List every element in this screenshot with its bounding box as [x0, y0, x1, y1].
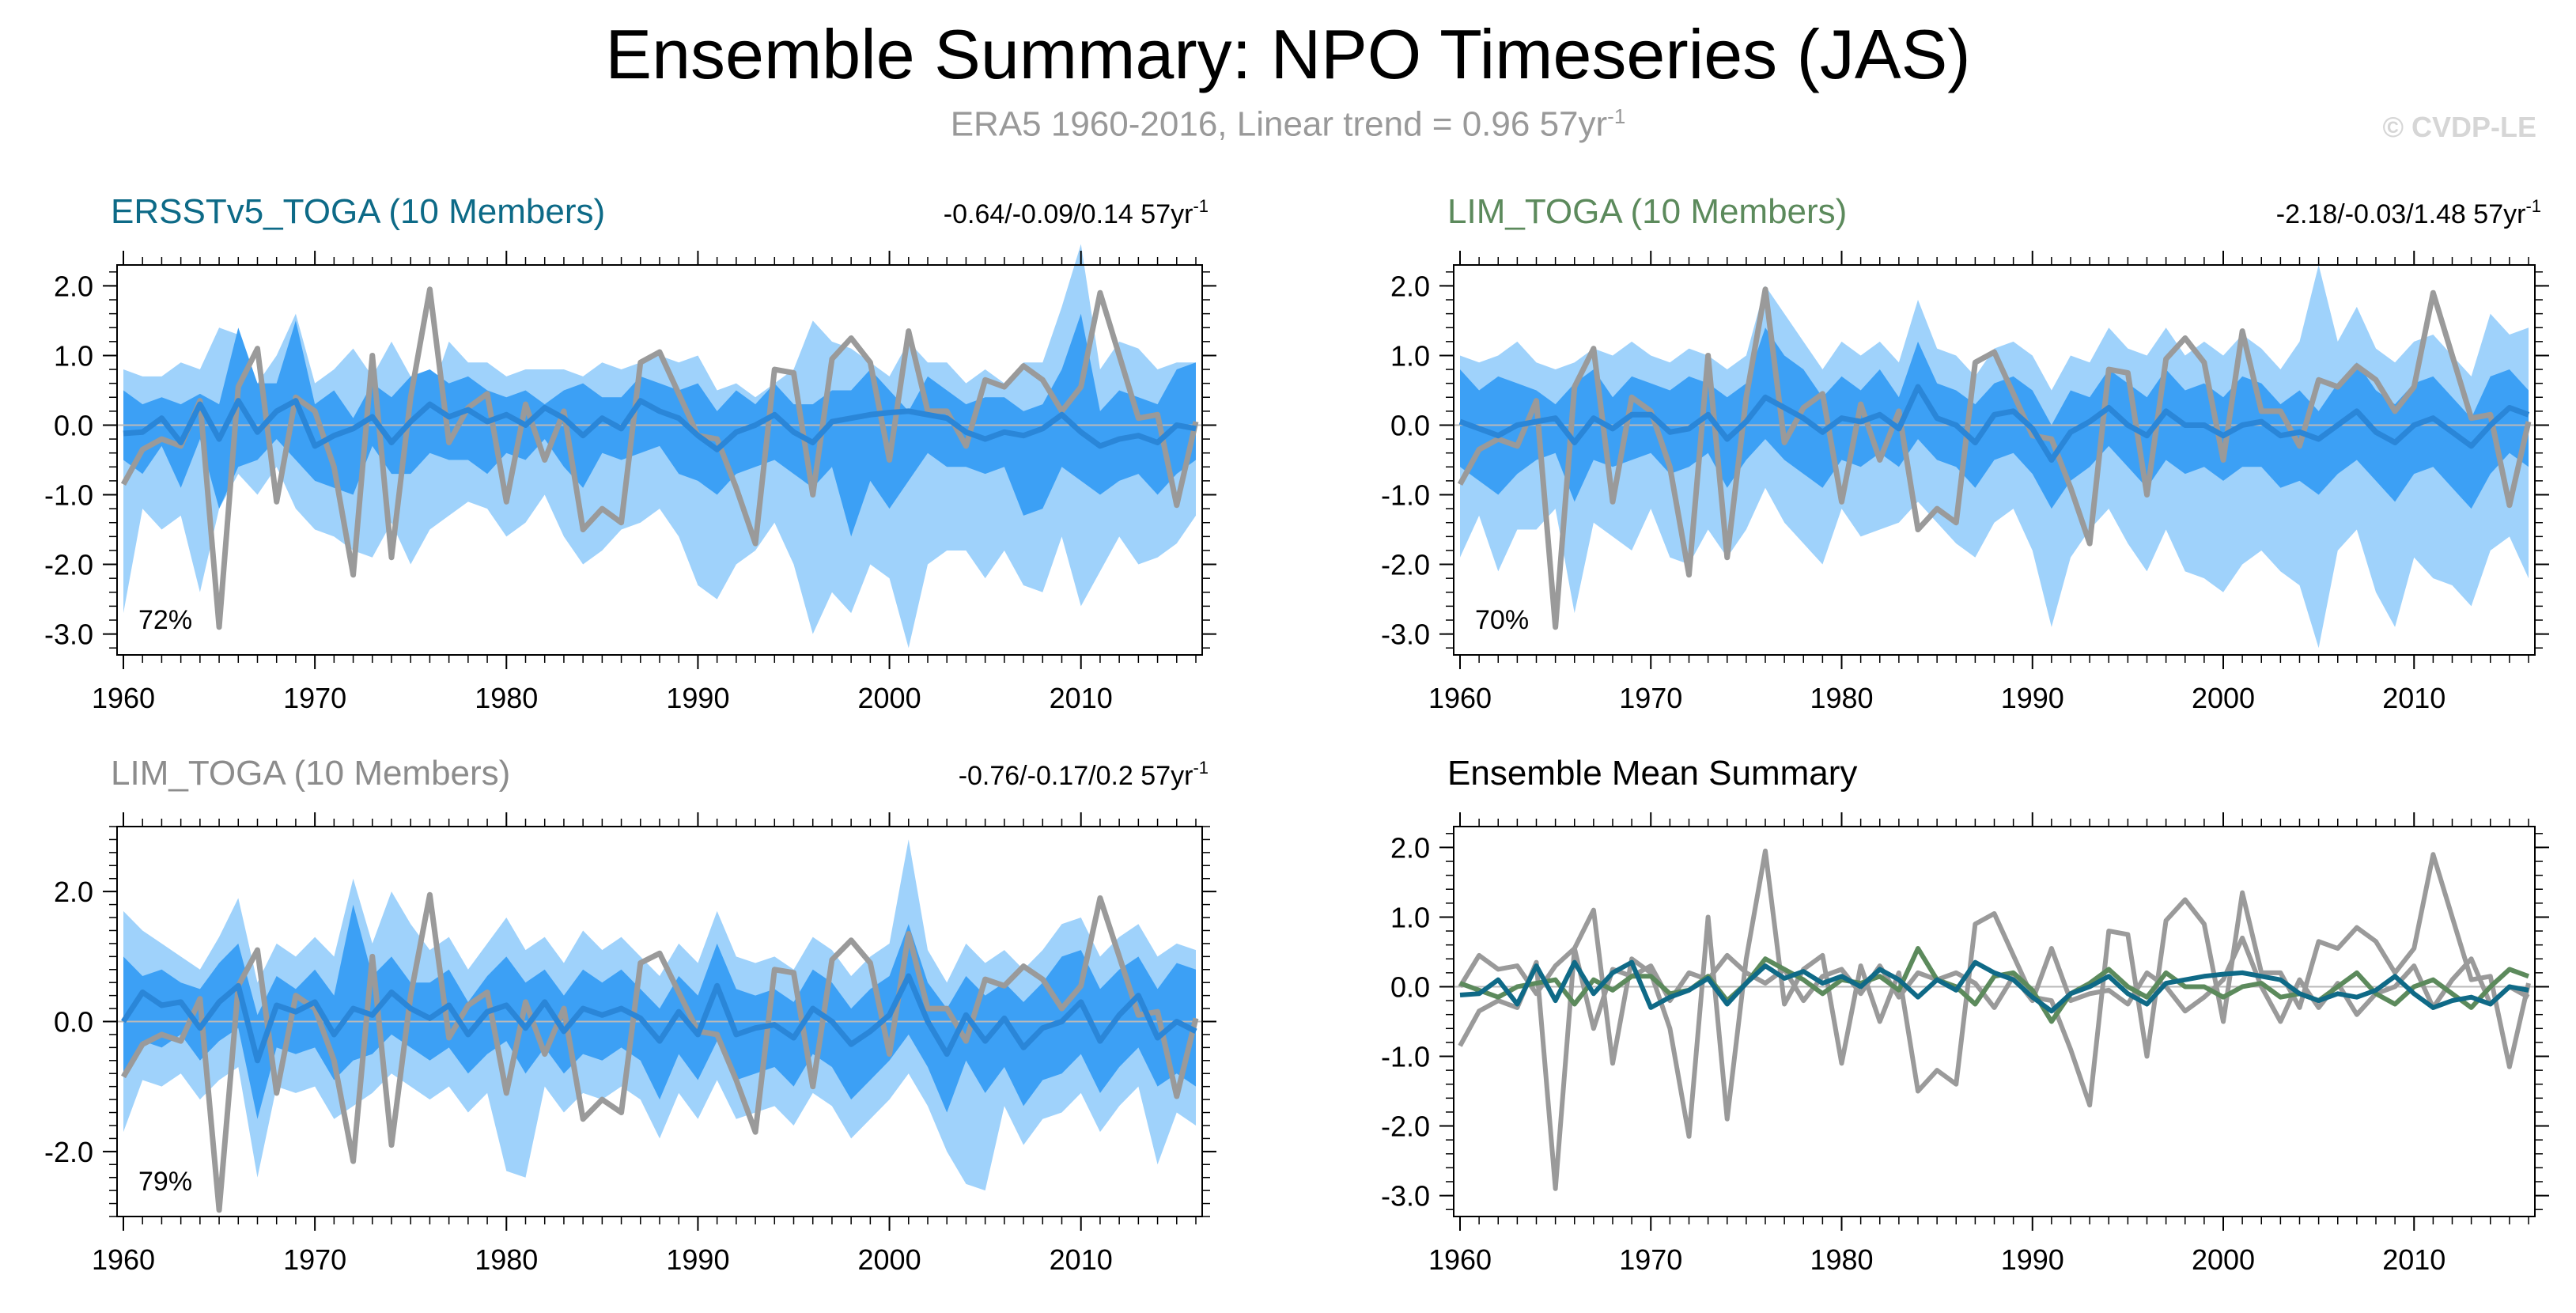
x-tick-label: 1960 [1428, 682, 1492, 714]
panel-4: 2.0 1.0 0.0 -1.0 -2.0 -3.0 1960 1970 1980 1990 200… [1381, 754, 2549, 1276]
x-tick-label: 2000 [858, 1243, 921, 1276]
x-tick-label: 2010 [1050, 1243, 1113, 1276]
y-tick-label: 1.0 [1390, 339, 1430, 372]
subtitle-exponent: -1 [1607, 104, 1626, 128]
y-tick-label: -1.0 [1381, 1041, 1430, 1073]
panel-title: LIM_TOGA (10 Members) [111, 754, 510, 793]
trend-label-exponent: -1 [1193, 196, 1209, 216]
trend-label-text: -0.76/-0.17/0.2 57yr [959, 761, 1193, 791]
trend-label-exponent: -1 [2525, 196, 2541, 216]
trend-label-exponent: -1 [1193, 758, 1209, 778]
x-tick-label: 1980 [475, 682, 538, 714]
x-tick-label: 1990 [2001, 682, 2064, 714]
trend-label: -2.18/-0.03/1.48 57yr-1 [2276, 196, 2541, 229]
y-tick-label: 0.0 [54, 1006, 93, 1039]
y-tick-label: 1.0 [1390, 901, 1430, 933]
x-tick-label: 1960 [92, 1243, 155, 1276]
percent-label: 79% [138, 1167, 192, 1197]
series-line-1 [1458, 848, 2531, 1191]
ensemble-mean-line [1458, 384, 2530, 463]
percent-label: 70% [1475, 605, 1529, 635]
observed-series-line [1457, 286, 2532, 630]
page-title: Ensemble Summary: NPO Timeseries (JAS) [605, 15, 1971, 93]
observed-series-line [120, 286, 1199, 630]
y-tick-label: -2.0 [1381, 1111, 1430, 1143]
x-tick-label: 1980 [1810, 1243, 1873, 1276]
panel-title: LIM_TOGA (10 Members) [1447, 192, 1847, 231]
x-tick-label: 1990 [666, 1243, 729, 1276]
y-tick-label: 2.0 [54, 876, 93, 908]
y-tick-label: -3.0 [1381, 619, 1430, 651]
x-tick-label: 1960 [1428, 1243, 1492, 1276]
y-tick-label: 1.0 [54, 339, 93, 372]
x-tick-label: 2010 [1050, 682, 1113, 714]
x-tick-label: 1970 [283, 1243, 346, 1276]
panel-1: 2.0 1.0 0.0 -1.0 -2.0 -3.0 1960 1970 1980 1990 200… [44, 192, 1216, 714]
y-tick-label: 2.0 [1390, 831, 1430, 864]
panel-title: Ensemble Mean Summary [1447, 754, 1857, 793]
inner-spread-band [123, 904, 1196, 1119]
x-tick-label: 1990 [666, 682, 729, 714]
y-tick-label: -1.0 [44, 479, 93, 512]
x-tick-label: 1970 [1619, 682, 1682, 714]
panel-2: 2.0 1.0 0.0 -1.0 -2.0 -3.0 1960 1970 1980 1990 200… [1381, 192, 2549, 714]
page-subtitle: ERA5 1960-2016, Linear trend = 0.96 57yr… [0, 104, 2576, 145]
ensemble-mean-line [123, 398, 1197, 452]
series-line-4 [1459, 959, 2529, 1014]
x-tick-label: 2000 [858, 682, 921, 714]
plot-frame [1453, 826, 2536, 1217]
x-tick-label: 1990 [2001, 1243, 2064, 1276]
percent-label: 72% [138, 605, 192, 635]
x-tick-label: 2000 [2192, 682, 2255, 714]
y-tick-label: -1.0 [1381, 479, 1430, 512]
x-tick-label: 1980 [1810, 682, 1873, 714]
panel-title: ERSSTv5_TOGA (10 Members) [111, 192, 605, 231]
y-tick-label: -2.0 [1381, 549, 1430, 581]
y-tick-label: -2.0 [44, 549, 93, 581]
observed-series-line [120, 891, 1199, 1213]
y-tick-label: 0.0 [1390, 409, 1430, 441]
y-tick-label: 0.0 [1390, 971, 1430, 1003]
trend-label-text: -0.64/-0.09/0.14 57yr [944, 199, 1193, 229]
x-tick-label: 1980 [475, 1243, 538, 1276]
y-tick-label: 2.0 [54, 270, 93, 302]
y-tick-label: 0.0 [54, 409, 93, 441]
trend-label-text: -2.18/-0.03/1.48 57yr [2276, 199, 2526, 229]
watermark: © CVDP-LE [2382, 111, 2536, 143]
y-tick-label: -3.0 [44, 619, 93, 651]
subtitle-text: ERA5 1960-2016, Linear trend = 0.96 57yr [950, 104, 1608, 144]
x-tick-label: 1970 [1619, 1243, 1682, 1276]
y-tick-label: -2.0 [44, 1136, 93, 1168]
x-tick-label: 1960 [92, 682, 155, 714]
y-tick-label: 2.0 [1390, 270, 1430, 302]
x-tick-label: 2010 [2382, 1243, 2445, 1276]
trend-label: -0.76/-0.17/0.2 57yr-1 [959, 758, 1209, 791]
ensemble-mean-line [121, 973, 1197, 1064]
x-tick-label: 2010 [2382, 682, 2445, 714]
x-tick-label: 1970 [283, 682, 346, 714]
x-tick-label: 2000 [2192, 1243, 2255, 1276]
y-tick-label: -3.0 [1381, 1180, 1430, 1213]
trend-label: -0.64/-0.09/0.14 57yr-1 [944, 196, 1209, 229]
panel-3: 2.0 0.0 -2.0 1960 1970 1980 1990 2000 2010 LIM_TO… [44, 754, 1216, 1276]
